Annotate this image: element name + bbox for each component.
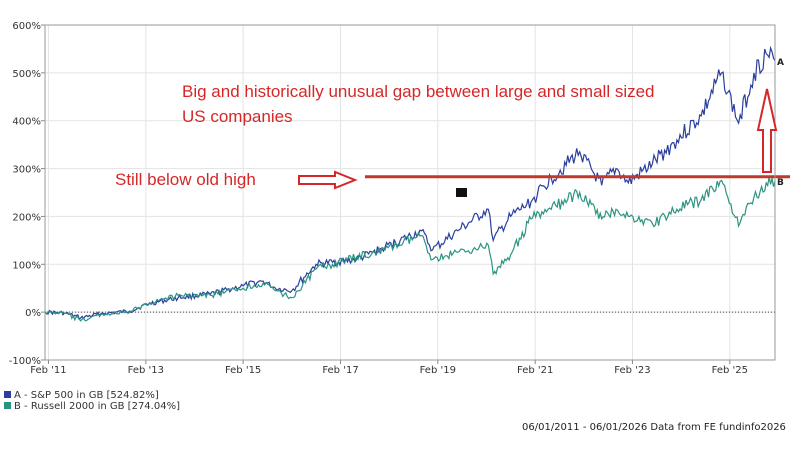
x-axis-ticks: Feb '11 Feb '13 Feb '15 Feb '17 Feb '19 Feb '…	[30, 360, 748, 376]
y-axis-ticks: -100% 0% 100% 200% 300% 400% 500% 600%	[9, 21, 45, 367]
y-tick-label: 200%	[12, 212, 41, 223]
x-tick-label: Feb '23	[614, 365, 650, 376]
series-end-marker-a: A	[777, 58, 784, 68]
legend-swatch-a	[4, 391, 11, 398]
y-tick-label: 300%	[12, 165, 41, 176]
legend-item-a: A - S&P 500 in GB [524.82%]	[4, 390, 159, 401]
annotation-gap-line-2: US companies	[182, 107, 293, 126]
x-tick-label: Feb '17	[322, 365, 358, 376]
y-tick-label: 100%	[12, 260, 41, 271]
x-tick-label: Feb '19	[420, 365, 456, 376]
y-tick-label: 600%	[12, 21, 41, 32]
square-marker-icon	[456, 188, 467, 197]
x-tick-label: Feb '15	[225, 365, 261, 376]
x-tick-label: Feb '25	[712, 365, 748, 376]
annotation-old-high: Still below old high	[115, 170, 256, 189]
data-source-footer: 06/01/2011 - 06/01/2026 Data from FE fun…	[522, 422, 786, 433]
arrow-right-icon	[298, 170, 358, 190]
y-tick-label: 400%	[12, 117, 41, 128]
legend-label-b: B - Russell 2000 in GB [274.04%]	[14, 401, 180, 412]
x-tick-label: Feb '13	[128, 365, 164, 376]
legend-label-a: A - S&P 500 in GB [524.82%]	[14, 390, 159, 401]
x-tick-label: Feb '11	[30, 365, 66, 376]
series-line-a	[44, 45, 776, 321]
plot-area-frame	[44, 24, 776, 361]
grid-lines	[45, 24, 775, 361]
arrow-up-icon	[756, 88, 778, 173]
legend-swatch-b	[4, 402, 11, 409]
legend-item-b: B - Russell 2000 in GB [274.04%]	[4, 401, 180, 412]
series-end-marker-b: B	[777, 178, 784, 188]
y-tick-label: 500%	[12, 69, 41, 80]
series-line-b	[44, 176, 776, 322]
y-tick-label: -100%	[9, 356, 41, 367]
x-tick-label: Feb '21	[517, 365, 553, 376]
series-lines: AB	[44, 45, 784, 322]
annotation-gap-line-1: Big and historically unusual gap between…	[182, 82, 655, 101]
y-tick-label: 0%	[25, 308, 41, 319]
